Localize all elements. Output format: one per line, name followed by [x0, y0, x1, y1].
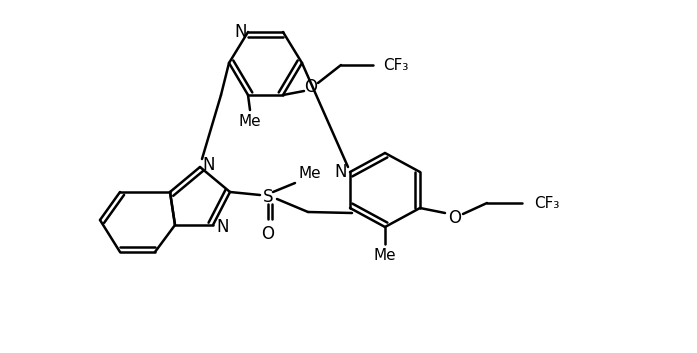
Text: N: N	[203, 156, 215, 174]
Text: CF₃: CF₃	[383, 58, 408, 72]
Text: N: N	[235, 23, 247, 41]
Text: O: O	[305, 78, 318, 96]
Text: Me: Me	[299, 166, 321, 180]
Text: Me: Me	[238, 114, 261, 128]
Text: N: N	[335, 163, 347, 181]
Text: Me: Me	[374, 249, 397, 263]
Text: CF₃: CF₃	[535, 196, 560, 210]
Text: S: S	[263, 188, 273, 206]
Text: O: O	[261, 225, 275, 243]
Text: O: O	[448, 209, 461, 227]
Text: N: N	[217, 218, 229, 236]
